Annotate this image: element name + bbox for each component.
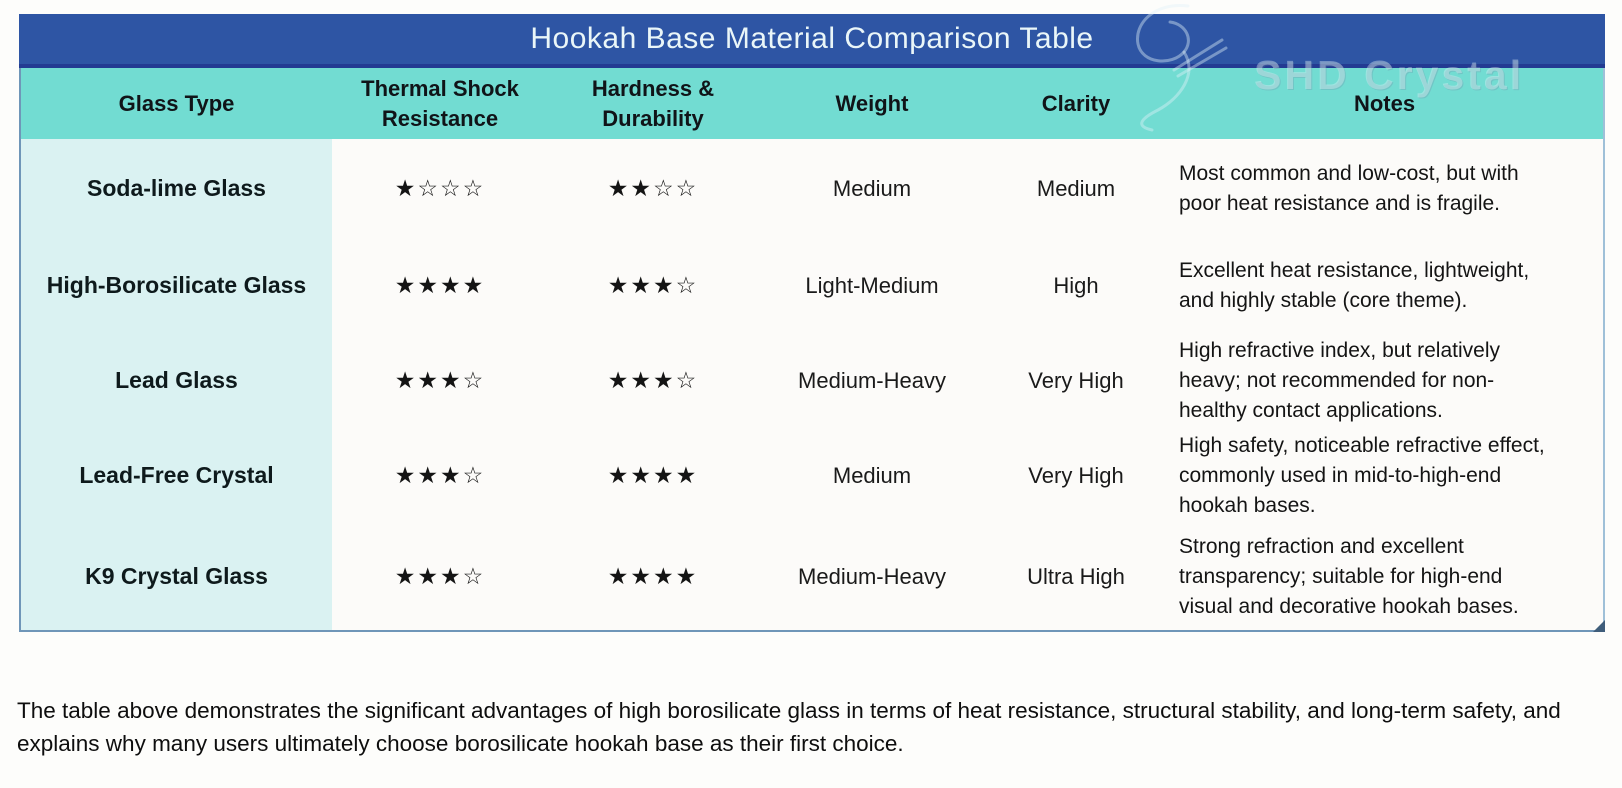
thermal-shock-rating-stars: ★☆☆☆ (394, 175, 486, 201)
page-title: Hookah Base Material Comparison Table (530, 22, 1094, 55)
table-row: Soda-lime Glass ★☆☆☆ ★★☆☆ Medium Medium … (21, 139, 1603, 238)
table-corner-resize-mark (1593, 620, 1605, 632)
hardness-rating-stars: ★★★☆ (607, 272, 699, 298)
notes-cell: Strong refraction and excellent transpar… (1179, 534, 1519, 618)
weight-cell: Light-Medium (805, 272, 939, 298)
comparison-table: Hookah Base Material Comparison Table Gl… (19, 14, 1605, 632)
glass-type-cell: Soda-lime Glass (21, 139, 332, 238)
weight-cell: Medium (832, 462, 912, 488)
notes-cell: High refractive index, but relatively he… (1179, 338, 1500, 422)
table-title-bar: Hookah Base Material Comparison Table (19, 14, 1605, 68)
thermal-shock-rating-stars: ★★★☆ (394, 563, 486, 589)
clarity-cell: High (1053, 272, 1099, 298)
table-row: K9 Crystal Glass ★★★☆ ★★★★ Medium-Heavy … (21, 523, 1603, 630)
glass-type-cell: Lead Glass (21, 333, 332, 428)
header-notes: Notes (1353, 90, 1416, 116)
clarity-cell: Ultra High (1027, 563, 1125, 589)
glass-type-cell: K9 Crystal Glass (21, 523, 332, 630)
table-header-row: Glass Type Thermal Shock Resistance Hard… (21, 68, 1603, 139)
weight-cell: Medium (832, 175, 912, 201)
table-row: High-Borosilicate Glass ★★★★ ★★★☆ Light-… (21, 238, 1603, 333)
table-row: Lead Glass ★★★☆ ★★★☆ Medium-Heavy Very H… (21, 333, 1603, 428)
hardness-rating-stars: ★★★★ (607, 563, 699, 589)
header-thermal-shock-resistance: Thermal Shock Resistance (361, 75, 519, 131)
notes-cell: Most common and low-cost, but with poor … (1179, 161, 1519, 215)
header-hardness-durability: Hardness & Durability (591, 75, 715, 131)
hardness-rating-stars: ★★★☆ (607, 367, 699, 393)
hardness-rating-stars: ★★★★ (607, 462, 699, 488)
thermal-shock-rating-stars: ★★★★ (394, 272, 486, 298)
table-rows-container: Soda-lime Glass ★☆☆☆ ★★☆☆ Medium Medium … (21, 139, 1603, 630)
notes-cell: Excellent heat resistance, lightweight, … (1179, 258, 1530, 312)
glass-type-cell: High-Borosilicate Glass (21, 238, 332, 333)
glass-type-cell: Lead-Free Crystal (21, 428, 332, 523)
summary-paragraph: The table above demonstrates the signifi… (17, 698, 1561, 756)
hardness-rating-stars: ★★☆☆ (607, 175, 699, 201)
clarity-cell: Medium (1036, 175, 1116, 201)
weight-cell: Medium-Heavy (798, 563, 946, 589)
header-glass-type: Glass Type (118, 90, 235, 116)
clarity-cell: Very High (1028, 462, 1124, 488)
table-body-outline: Glass Type Thermal Shock Resistance Hard… (19, 68, 1605, 632)
weight-cell: Medium-Heavy (798, 367, 946, 393)
thermal-shock-rating-stars: ★★★☆ (394, 367, 486, 393)
thermal-shock-rating-stars: ★★★☆ (394, 462, 486, 488)
table-row: Lead-Free Crystal ★★★☆ ★★★★ Medium Very … (21, 428, 1603, 523)
notes-cell: High safety, noticeable refractive effec… (1179, 433, 1545, 517)
header-weight: Weight (835, 90, 909, 116)
header-clarity: Clarity (1041, 90, 1111, 116)
clarity-cell: Very High (1028, 367, 1124, 393)
